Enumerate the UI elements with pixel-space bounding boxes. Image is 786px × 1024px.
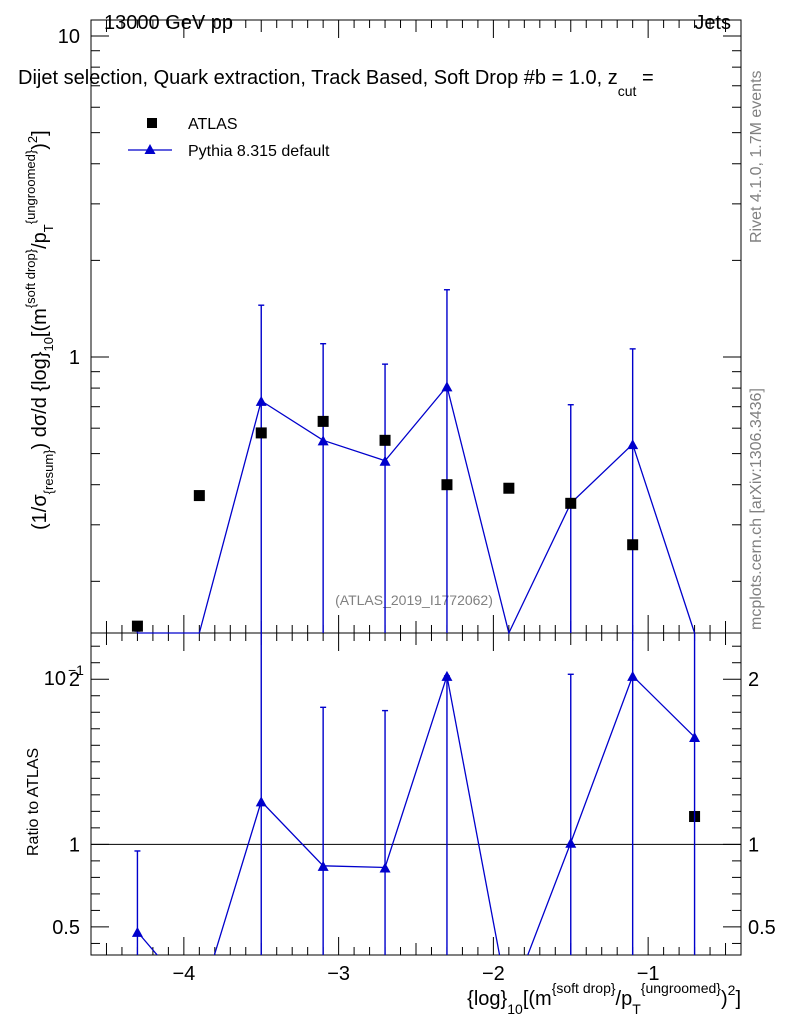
analysis-watermark: (ATLAS_2019_I1772062) (335, 592, 493, 608)
mc-line (137, 384, 696, 635)
ratio-y-axis-label: Ratio to ATLAS (25, 748, 42, 856)
atlas-point (255, 427, 267, 439)
x-tick-label: −4 (172, 963, 195, 985)
atlas-point (503, 482, 515, 494)
main-y-tick-label: 10 (44, 668, 66, 690)
data-series-main (131, 415, 701, 823)
mc-point (317, 435, 329, 446)
ratio-y-tick-label-right: 2 (748, 669, 759, 691)
mc-ratio-point (379, 862, 391, 873)
mc-point (627, 439, 639, 450)
atlas-point (317, 415, 329, 427)
ratio-y-tick-label-left: 0.5 (52, 917, 80, 939)
mc-ratio-point (441, 670, 453, 681)
mc-ratio-point (131, 926, 143, 937)
mc-ratio-point (317, 860, 329, 871)
x-axis-label: {log}10[(m{soft drop}/pT{ungroomed})2] (467, 980, 741, 1017)
mc-ratio-point (627, 670, 639, 681)
mc-ratio-point (565, 837, 577, 848)
atlas-point (565, 497, 577, 509)
atlas-point (379, 434, 391, 446)
x-tick-label: −3 (327, 963, 350, 985)
x-tick-label: −1 (637, 963, 660, 985)
legend-pythia-marker (144, 144, 156, 154)
ratio-plot-frame (90, 632, 742, 956)
ratio-y-tick-label-left: 1 (69, 834, 80, 856)
legend-pythia-label: Pythia 8.315 default (188, 143, 330, 160)
mc-ratio-point (689, 732, 701, 743)
mc-series-ratio (131, 633, 701, 955)
plot-title: Dijet selection, Quark extraction, Track… (18, 67, 654, 99)
ratio-y-tick-label-left: 2 (69, 669, 80, 691)
atlas-point (627, 539, 639, 551)
legend-atlas-label: ATLAS (188, 116, 238, 133)
mc-point (441, 381, 453, 392)
mc-series-main (134, 289, 696, 635)
main-y-axis-label: (1/σ{resum}) dσ/d {log}10[(m{soft drop}/… (23, 130, 56, 530)
plot-title-tail: = (636, 67, 653, 89)
legend: ATLAS Pythia 8.315 default (128, 116, 330, 160)
ratio-y-axis: 0.5 0.5 1 1 2 2 (52, 645, 776, 944)
mc-point (379, 455, 391, 466)
plot-title-sub: cut (618, 83, 637, 99)
main-y-tick-label: 10 (58, 26, 80, 48)
rivet-label: Rivet 4.1.0, 1.7M events (748, 70, 765, 243)
header-right: Jets (694, 12, 731, 34)
atlas-point (131, 620, 143, 632)
mcplots-label: mcplots.cern.ch [arXiv:1306.3436] (748, 388, 765, 630)
atlas-point (193, 490, 205, 502)
ratio-y-tick-label-right: 1 (748, 834, 759, 856)
main-y-tick-label-exponent: −1 (68, 662, 84, 678)
mc-point (255, 395, 267, 406)
mc-ratio-point (255, 796, 267, 807)
x-tick-label: −2 (482, 963, 505, 985)
main-plot-frame (90, 19, 742, 634)
atlas-point (441, 479, 453, 491)
main-y-tick-label: 1 (69, 347, 80, 369)
x-axis: −4 −3 −2 −1 (105, 20, 727, 985)
plot-title-main: Dijet selection, Quark extraction, Track… (18, 67, 618, 89)
legend-atlas-marker (147, 118, 157, 128)
mc-ratio-line (136, 674, 696, 955)
ratio-y-tick-label-right: 0.5 (748, 917, 776, 939)
